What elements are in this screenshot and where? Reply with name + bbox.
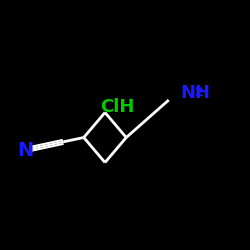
Text: ClH: ClH — [100, 98, 135, 116]
Text: N: N — [17, 140, 33, 160]
Text: NH: NH — [180, 84, 210, 102]
Text: 2: 2 — [194, 86, 203, 98]
